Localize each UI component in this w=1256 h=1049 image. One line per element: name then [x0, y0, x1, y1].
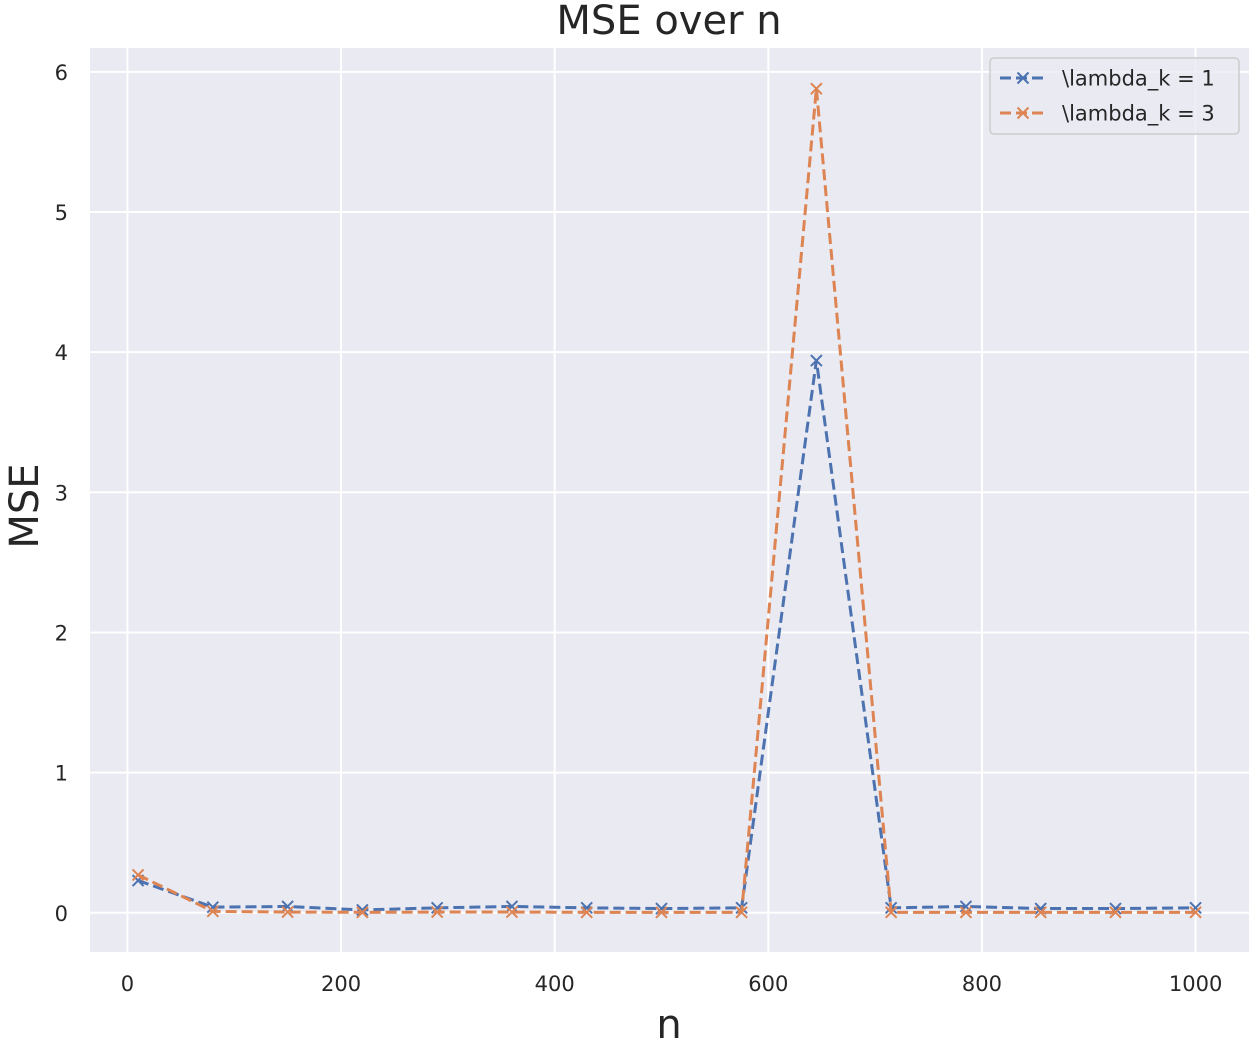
- series-2: [131, 82, 1202, 919]
- x-tick-label: 800: [962, 972, 1002, 996]
- x-axis-ticks: 0 200 400 600 800 1000: [121, 972, 1223, 996]
- data-point: [810, 82, 823, 95]
- data-point: [131, 868, 145, 882]
- x-tick-label: 600: [748, 972, 788, 996]
- data-point: [884, 906, 898, 919]
- data-point: [505, 905, 519, 919]
- data-point: [959, 900, 973, 913]
- y-tick-label: 6: [55, 61, 68, 85]
- x-tick-label: 200: [321, 972, 361, 996]
- x-tick-label: 400: [535, 972, 575, 996]
- data-point: [281, 900, 294, 913]
- y-tick-label: 0: [55, 902, 68, 926]
- data-point: [580, 906, 593, 919]
- legend-entry: \lambda_k = 3: [1000, 102, 1215, 127]
- legend-label: \lambda_k = 3: [1062, 102, 1215, 127]
- data-point: [430, 905, 444, 919]
- data-point: [281, 905, 294, 919]
- x-tick-label: 0: [121, 972, 134, 996]
- legend-marker: [1016, 106, 1030, 120]
- x-tick-label: 1000: [1169, 972, 1222, 996]
- y-axis-label: MSE: [2, 463, 48, 548]
- x-axis-label: n: [656, 1002, 681, 1048]
- data-point: [735, 906, 748, 919]
- y-tick-label: 2: [55, 621, 68, 645]
- data-point: [505, 900, 519, 913]
- legend-label: \lambda_k = 1: [1062, 67, 1215, 92]
- data-point: [810, 354, 823, 367]
- data-point: [1034, 906, 1047, 919]
- legend-marker: [1016, 71, 1030, 85]
- y-tick-label: 5: [55, 201, 68, 225]
- data-point: [1109, 906, 1122, 919]
- y-axis-ticks: 0 1 2 3 4 5 6: [55, 61, 68, 926]
- data-point: [959, 906, 973, 919]
- data-point: [356, 906, 369, 919]
- legend: \lambda_k = 1 \lambda_k = 3: [989, 57, 1240, 135]
- legend-entry: \lambda_k = 1: [1000, 67, 1215, 92]
- data-point: [1189, 906, 1202, 919]
- data-point: [206, 905, 220, 918]
- plot-area: [90, 48, 1249, 952]
- y-tick-label: 1: [55, 762, 68, 786]
- series-layer: [131, 82, 1202, 919]
- data-point: [655, 906, 668, 919]
- y-tick-label: 3: [55, 481, 68, 505]
- y-tick-label: 4: [55, 341, 68, 365]
- chart-title: MSE over n: [556, 0, 781, 44]
- legend-box: [989, 57, 1240, 135]
